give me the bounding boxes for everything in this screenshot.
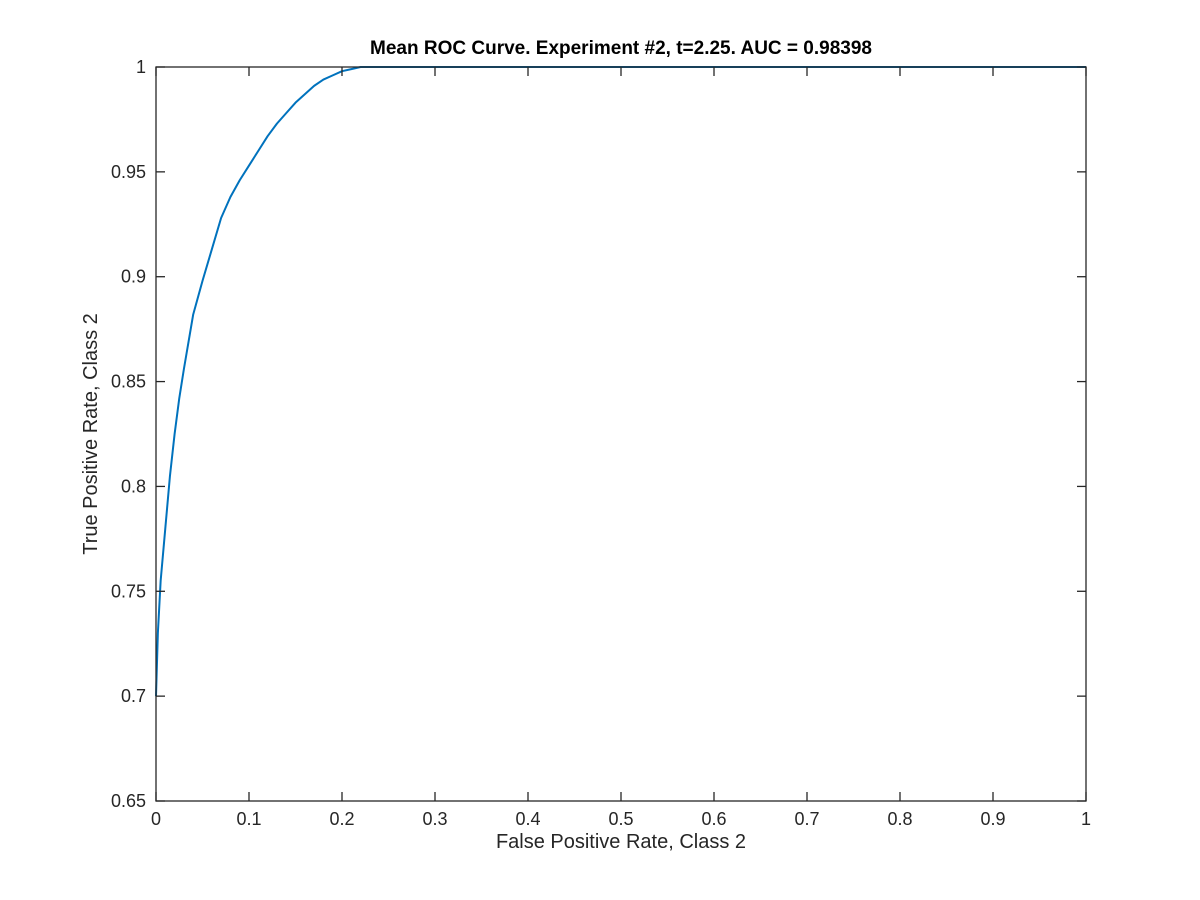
- tick-layer: 0 0.1 0.2 0.3 0.4 0.5 0.6 0.7 0.8 0.9 1 0.65 0.7 0.75…: [111, 57, 1091, 829]
- x-tick-label: 0: [151, 809, 161, 829]
- x-tick-label: 0.1: [236, 809, 261, 829]
- x-axis-label: False Positive Rate, Class 2: [496, 831, 746, 853]
- y-tick-label: 0.85: [111, 372, 146, 392]
- x-tick-label: 0.4: [515, 809, 540, 829]
- x-tick-label: 0.5: [608, 809, 633, 829]
- y-axis-label: True Positive Rate, Class 2: [80, 313, 102, 555]
- y-tick-label: 1: [136, 57, 146, 77]
- y-tick-label: 0.75: [111, 581, 146, 601]
- y-tick-label: 0.7: [121, 686, 146, 706]
- x-tick-label: 0.2: [329, 809, 354, 829]
- plot-area: [156, 67, 1086, 801]
- y-tick-label: 0.8: [121, 476, 146, 496]
- y-tick-label: 0.65: [111, 791, 146, 811]
- y-tick-label: 0.9: [121, 267, 146, 287]
- x-tick-label: 0.7: [794, 809, 819, 829]
- x-tick-label: 0.6: [701, 809, 726, 829]
- y-tick-label: 0.95: [111, 162, 146, 182]
- x-tick-label: 1: [1081, 809, 1091, 829]
- x-tick-label: 0.9: [980, 809, 1005, 829]
- x-tick-label: 0.3: [422, 809, 447, 829]
- chart-title: Mean ROC Curve. Experiment #2, t=2.25. A…: [370, 38, 872, 59]
- x-tick-label: 0.8: [887, 809, 912, 829]
- axes-box: [155, 66, 1087, 802]
